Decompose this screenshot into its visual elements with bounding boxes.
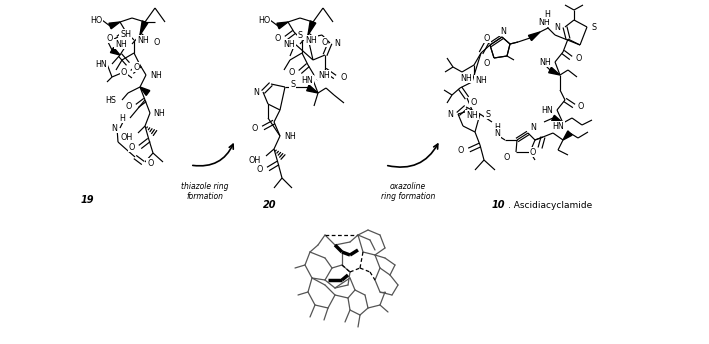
Text: O: O xyxy=(147,159,153,168)
Text: O: O xyxy=(106,33,113,43)
Text: NH: NH xyxy=(540,57,551,66)
Text: O: O xyxy=(530,148,536,157)
Text: NH: NH xyxy=(538,18,550,26)
Polygon shape xyxy=(552,115,563,123)
Text: NH: NH xyxy=(460,74,472,83)
Polygon shape xyxy=(277,22,288,29)
Text: oxazoline
ring formation: oxazoline ring formation xyxy=(381,182,435,201)
Polygon shape xyxy=(140,21,147,35)
Text: H: H xyxy=(119,114,125,122)
Text: O: O xyxy=(321,37,328,46)
Polygon shape xyxy=(563,131,572,140)
Polygon shape xyxy=(109,22,120,29)
Text: HS: HS xyxy=(105,96,116,105)
Text: OH: OH xyxy=(121,132,133,141)
Text: O: O xyxy=(274,33,281,43)
Text: HN: HN xyxy=(301,75,313,85)
Text: NH: NH xyxy=(284,40,295,49)
Text: O: O xyxy=(470,97,476,107)
Text: H: H xyxy=(544,10,550,19)
Text: 19: 19 xyxy=(80,195,94,205)
Text: O: O xyxy=(340,73,347,82)
Text: NH: NH xyxy=(153,108,164,118)
Text: HN: HN xyxy=(95,60,107,68)
Text: O: O xyxy=(153,37,160,46)
Text: 10: 10 xyxy=(491,200,505,210)
Text: NH: NH xyxy=(116,40,127,49)
Text: O: O xyxy=(128,142,135,151)
Text: NH: NH xyxy=(475,75,487,85)
Text: HN: HN xyxy=(552,121,564,130)
FancyArrowPatch shape xyxy=(193,144,233,166)
Text: O: O xyxy=(484,58,490,67)
Text: S: S xyxy=(485,109,490,118)
Text: thiazole ring
formation: thiazole ring formation xyxy=(182,182,229,201)
Text: 20: 20 xyxy=(263,200,277,210)
Text: H: H xyxy=(494,122,500,131)
Text: NH: NH xyxy=(466,110,478,119)
Polygon shape xyxy=(549,67,560,75)
Text: HN: HN xyxy=(541,106,553,115)
Text: O: O xyxy=(133,63,140,72)
Polygon shape xyxy=(308,21,316,35)
Text: NH: NH xyxy=(137,35,149,44)
Text: O: O xyxy=(289,67,295,76)
Text: O: O xyxy=(257,164,263,173)
Text: NH: NH xyxy=(305,35,317,44)
Polygon shape xyxy=(140,87,150,95)
Text: O: O xyxy=(457,146,464,154)
Text: O: O xyxy=(575,54,581,63)
Text: SH: SH xyxy=(120,30,131,39)
Polygon shape xyxy=(111,47,120,55)
Polygon shape xyxy=(528,32,540,41)
Text: N: N xyxy=(111,123,117,132)
Text: S: S xyxy=(592,22,597,32)
Text: . Ascidiacyclamide: . Ascidiacyclamide xyxy=(508,201,592,209)
Text: S: S xyxy=(298,31,303,40)
Text: N: N xyxy=(447,109,453,118)
Text: S: S xyxy=(290,79,295,88)
Polygon shape xyxy=(307,85,318,93)
Text: N: N xyxy=(494,129,500,138)
Text: O: O xyxy=(503,152,510,161)
Text: N: N xyxy=(554,22,560,32)
Text: O: O xyxy=(252,123,258,132)
Text: O: O xyxy=(578,101,584,110)
Text: OH: OH xyxy=(249,155,261,164)
Text: HO: HO xyxy=(258,15,270,24)
Text: N: N xyxy=(334,39,340,47)
FancyArrowPatch shape xyxy=(388,144,437,167)
Text: NH: NH xyxy=(150,71,162,79)
Text: NH: NH xyxy=(284,131,296,140)
Text: NH: NH xyxy=(318,71,330,79)
Text: HO: HO xyxy=(90,15,102,24)
Text: O: O xyxy=(484,33,490,43)
Text: O: O xyxy=(121,67,127,76)
Text: O: O xyxy=(125,101,132,110)
Text: N: N xyxy=(530,122,536,131)
Text: N: N xyxy=(253,87,259,97)
Text: N: N xyxy=(500,26,506,35)
